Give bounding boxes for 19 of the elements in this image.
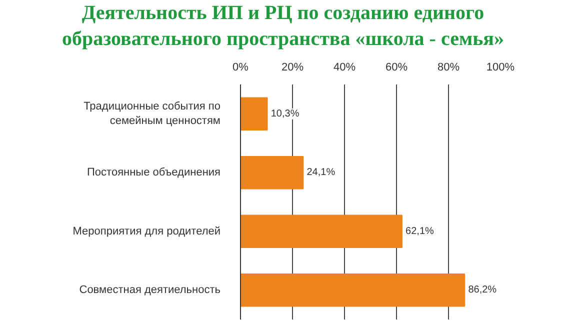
y-tick-label: Постоянные объединения [87,166,221,179]
x-tick-label: 20% [281,62,304,74]
x-tick-label: 0% [232,62,249,74]
data-label: 86,2% [468,284,497,296]
bar [240,214,402,248]
data-label: 62,1% [406,226,434,237]
y-tick-label: Традиционные события по семейным ценностям [84,100,221,128]
x-tick-label: 100% [486,62,515,74]
bar [240,156,304,190]
x-tick-label: 80% [437,62,460,74]
data-label: 10,3% [270,108,300,120]
chart-title: Деятельность ИП и РЦ по созданию единого образовательного пространства «школа - семья» [61,1,505,52]
bar [240,273,466,307]
x-tick-label: 60% [385,62,408,74]
y-tick-label: Мероприятия для родителей [72,225,220,238]
x-tick-label: 40% [333,62,356,74]
bar [240,97,268,131]
y-tick-label: Совместная деятиельность [79,284,221,296]
data-label: 24,1% [306,167,336,178]
